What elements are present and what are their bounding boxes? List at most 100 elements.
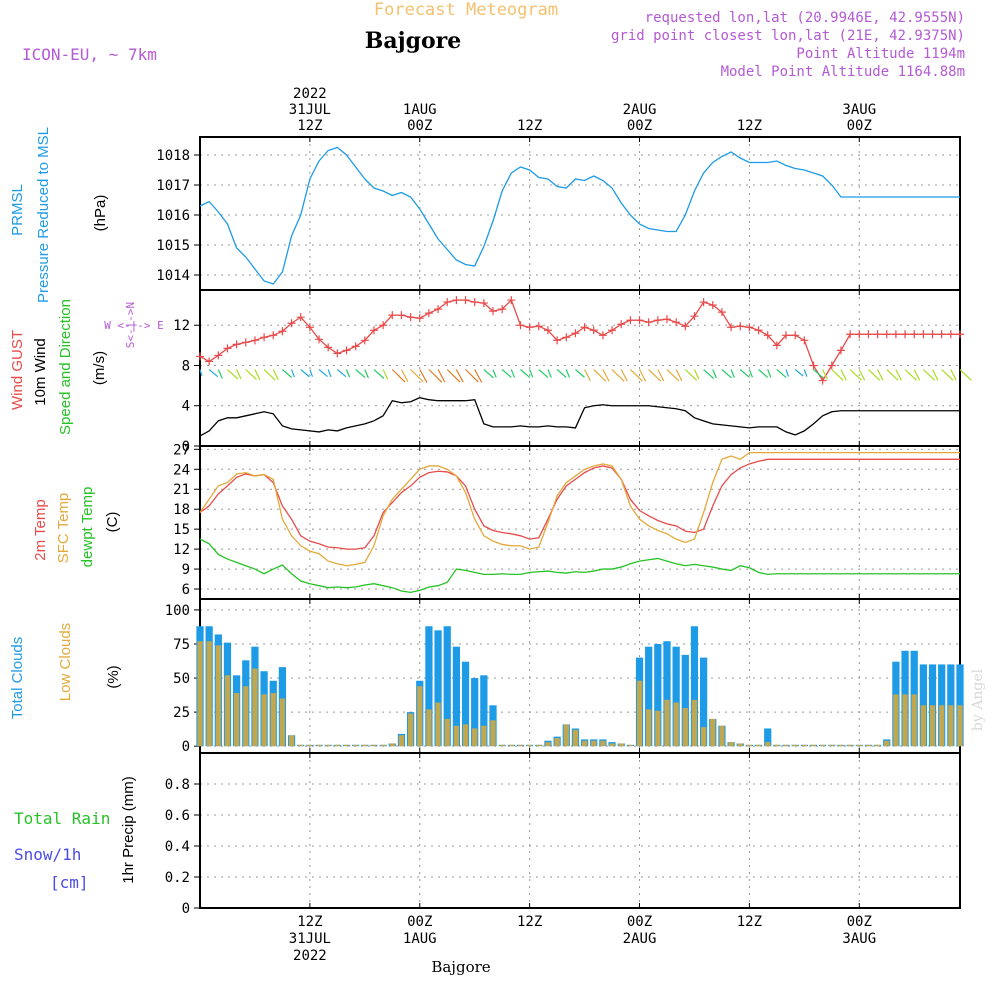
- low-cloud-bar: [865, 744, 872, 747]
- low-cloud-bar: [334, 744, 340, 747]
- y-tick-label: 1015: [156, 238, 190, 254]
- gust-marker: [699, 298, 708, 307]
- wind-arrow: [666, 369, 680, 382]
- gust-marker: [498, 305, 507, 314]
- wind-arrow: [913, 369, 921, 381]
- sfc-temp-label: SFC Temp: [55, 493, 72, 564]
- panel-frame: [199, 598, 961, 754]
- low-cloud-bar: [728, 742, 734, 747]
- panel-frame: [199, 136, 961, 291]
- total-cloud-bar: [443, 626, 451, 747]
- gust-marker: [470, 298, 479, 307]
- total-cloud-bar: [690, 626, 699, 747]
- low-cloud-bar: [673, 702, 679, 747]
- gust-marker: [461, 296, 470, 305]
- time-label-bottom: 00Z: [847, 914, 872, 930]
- gust-marker: [772, 341, 781, 350]
- wind-arrow: [886, 369, 899, 381]
- pressure-line: [199, 146, 960, 285]
- requested-coords: requested lon,lat (20.9946E, 42.9555N): [645, 10, 965, 26]
- watermark: by Angel: [970, 668, 986, 731]
- total-clouds-label: Total Clouds: [9, 637, 26, 720]
- gust-marker: [571, 329, 580, 338]
- low-cloud-bar: [874, 744, 881, 747]
- gust-marker: [342, 346, 351, 355]
- gust-marker: [745, 323, 754, 332]
- wind-arrow: [730, 369, 735, 378]
- gust-marker: [305, 323, 314, 332]
- pressure-labels: PRMSL Pressure Reduced to MSL (hPa): [9, 127, 109, 303]
- wind-arrow: [373, 369, 385, 379]
- y-tick-label: 27: [173, 442, 190, 458]
- gust-marker: [580, 323, 589, 332]
- wind-arrow: [236, 369, 242, 380]
- gust-marker: [516, 321, 525, 330]
- wind-arrow: [684, 369, 698, 381]
- time-label-top: 00Z: [627, 118, 652, 134]
- low-cloud-bar: [243, 686, 249, 747]
- gust-marker: [351, 342, 360, 351]
- gust-marker: [919, 330, 928, 339]
- gust-marker: [223, 344, 232, 353]
- gust-marker: [681, 322, 690, 331]
- gust-marker: [406, 313, 415, 322]
- cloud-unit: (%): [105, 665, 122, 688]
- wind-arrow: [520, 369, 531, 379]
- low-cloud-bar: [719, 725, 725, 747]
- wind-line: [199, 397, 960, 437]
- wind-arrow: [611, 369, 625, 382]
- wind-arrow: [410, 369, 424, 383]
- wind-arrow: [693, 369, 700, 380]
- low-cloud-bar: [810, 744, 817, 747]
- snow-label: Snow/1h: [14, 845, 81, 864]
- wind-arrow: [538, 369, 549, 378]
- gust-marker: [525, 323, 534, 332]
- grid-coords: grid point closest lon,lat (21E, 42.9375…: [611, 28, 965, 44]
- wind-arrow: [584, 369, 591, 382]
- time-label-top: 31JUL: [289, 102, 331, 118]
- low-cloud-bar: [481, 725, 487, 747]
- low-cloud-bar: [362, 744, 368, 747]
- y-tick-label: 75: [173, 637, 190, 653]
- gust-marker: [855, 330, 864, 339]
- model-label: ICON-EU, ~ 7km: [22, 45, 157, 64]
- low-cloud-bar: [829, 744, 835, 747]
- low-cloud-bar: [389, 743, 395, 747]
- gust-marker: [809, 361, 818, 370]
- low-cloud-bar: [627, 744, 633, 747]
- low-cloud-bar: [572, 729, 579, 747]
- low-cloud-bar: [856, 744, 862, 747]
- total-cloud-bar: [461, 661, 470, 747]
- low-cloud-bar: [490, 720, 496, 747]
- low-cloud-bar: [801, 744, 807, 747]
- wind-arrow: [712, 369, 717, 379]
- total-cloud-bar: [663, 641, 671, 747]
- wind-arrow: [437, 369, 446, 383]
- gust-marker: [369, 326, 378, 335]
- gust-marker: [754, 326, 763, 335]
- wind-arrow: [208, 369, 219, 378]
- low-cloud-bar: [472, 728, 478, 747]
- low-cloud-bar: [609, 743, 615, 747]
- wind-arrow: [803, 369, 808, 377]
- gust-marker: [534, 322, 543, 331]
- wind-arrow: [822, 369, 828, 380]
- wind-arrow: [950, 369, 957, 381]
- gust-marker: [626, 316, 635, 325]
- low-cloud-bar: [655, 710, 661, 747]
- gust-marker: [946, 330, 955, 339]
- wind-label: 10m Wind: [32, 338, 49, 406]
- gust-marker: [434, 305, 443, 314]
- wind-arrow: [748, 369, 753, 378]
- y-tick-label: 100: [165, 603, 190, 619]
- compass-ns: S<-|->N: [124, 302, 137, 348]
- gust-marker: [250, 336, 259, 345]
- gust-marker: [388, 311, 397, 320]
- wind-arrow: [345, 369, 351, 378]
- rain-label: Total Rain: [14, 809, 110, 828]
- time-label-top: 12Z: [737, 118, 762, 134]
- low-cloud-bar: [664, 699, 670, 747]
- wind-arrow: [831, 369, 844, 381]
- wind-arrow: [877, 369, 884, 381]
- wind-arrow: [428, 369, 443, 383]
